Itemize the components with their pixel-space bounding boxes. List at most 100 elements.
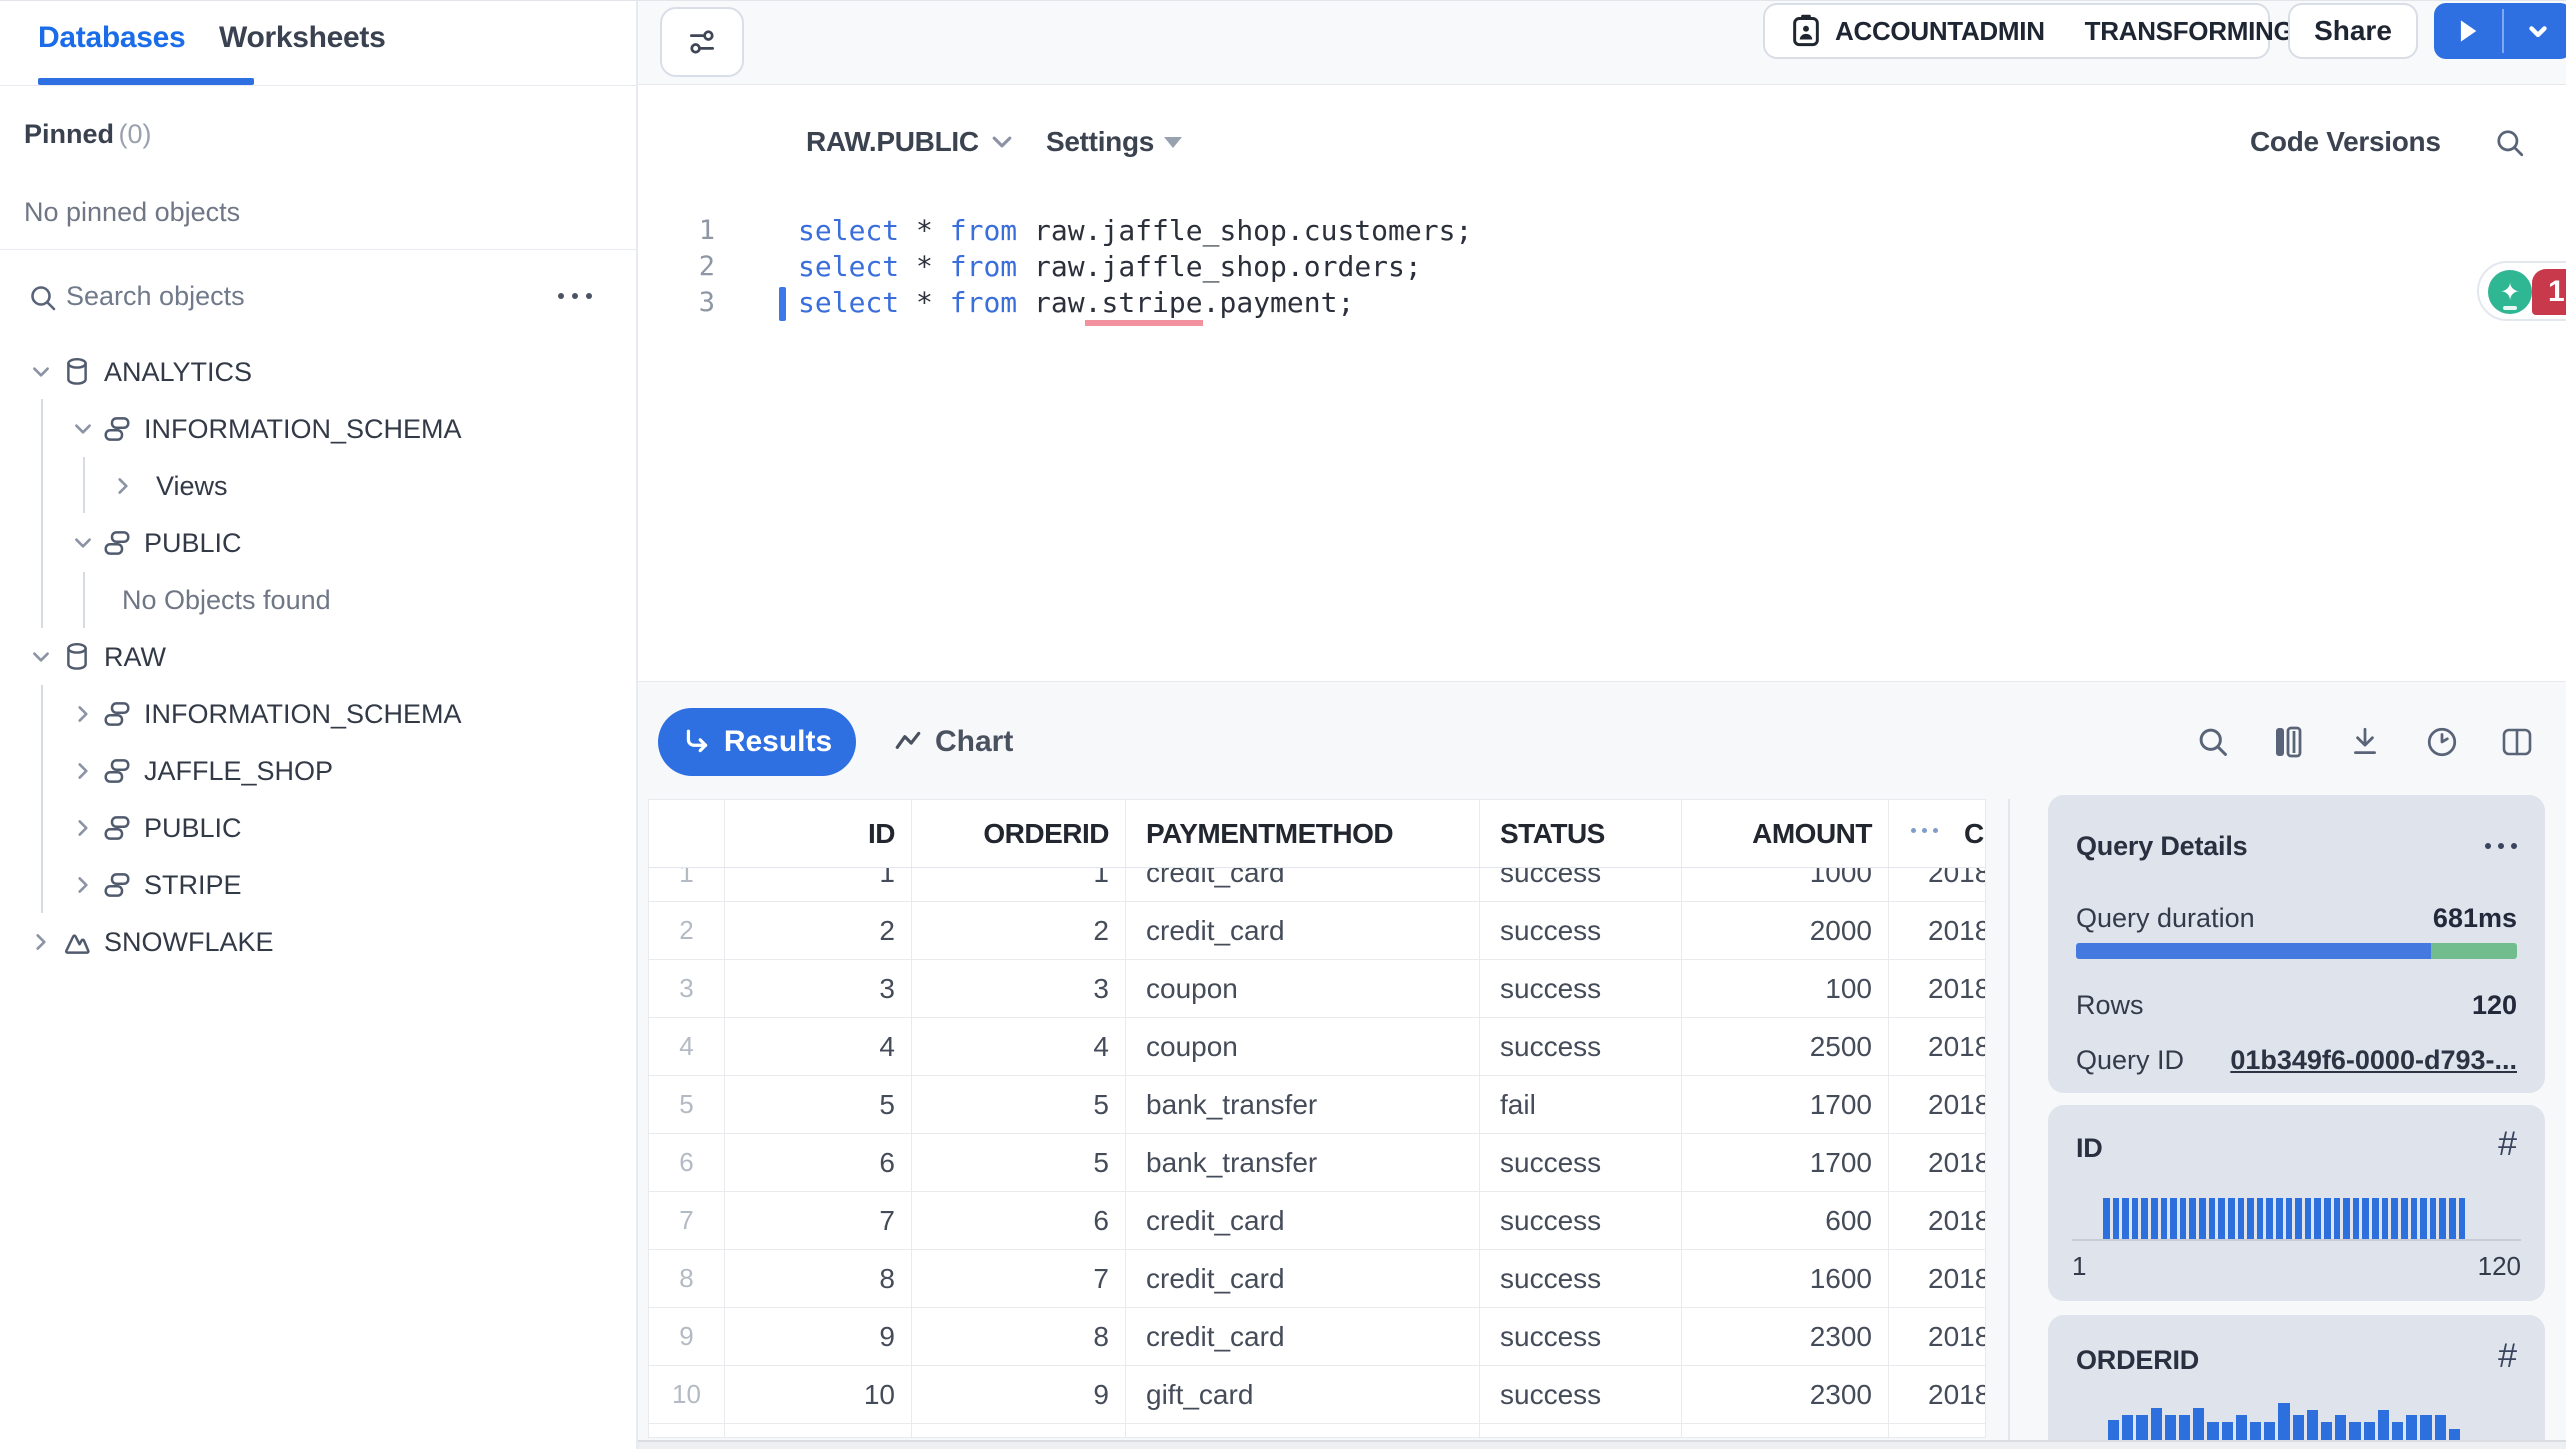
chevron-right-icon[interactable]: [72, 817, 94, 839]
cell-paymentmethod: coupon: [1126, 1018, 1480, 1075]
column-header-paymentmethod[interactable]: PAYMENTMETHOD: [1126, 800, 1480, 867]
rows-label: Rows: [2076, 990, 2144, 1020]
cell-created: 2018: [1928, 914, 1985, 946]
table-header-row: ID ORDERID PAYMENTMETHOD STATUS AMOUNT C…: [649, 800, 1985, 868]
tree-guide: [41, 399, 43, 628]
horizontal-scrollbar[interactable]: [638, 1440, 2566, 1449]
table-row[interactable]: 4 4 4 coupon success 2500 2018: [649, 1018, 1985, 1076]
search-input[interactable]: Search objects: [66, 281, 245, 311]
tab-results[interactable]: Results: [658, 708, 856, 776]
search-objects-row[interactable]: Search objects: [0, 267, 636, 327]
column-header-status[interactable]: STATUS: [1480, 800, 1682, 867]
table-row[interactable]: 3 3 3 coupon success 100 2018: [649, 960, 1985, 1018]
tree-item-stripe[interactable]: STRIPE: [0, 857, 636, 913]
settings-menu[interactable]: Settings: [1046, 123, 1183, 161]
tree-label: No Objects found: [122, 584, 331, 615]
tree-item-analytics[interactable]: ANALYTICS: [0, 344, 636, 400]
cell-amount: 2300: [1682, 1308, 1889, 1365]
id-stats-card: ID # 1 120: [2048, 1105, 2545, 1301]
sql-line-1[interactable]: select * from raw.jaffle_shop.customers;: [798, 214, 1473, 247]
table-row[interactable]: 9 9 8 credit_card success 2300 2018: [649, 1308, 1985, 1366]
column-header-id[interactable]: ID: [725, 800, 912, 867]
chevron-right-icon[interactable]: [30, 931, 52, 953]
tree-item-raw-information-schema[interactable]: INFORMATION_SCHEMA: [0, 686, 636, 742]
cell-orderid: 3: [912, 960, 1126, 1017]
column-overflow-icon[interactable]: [1911, 828, 1938, 833]
cell-amount: 1000: [1682, 868, 1889, 901]
tree-item-raw[interactable]: RAW: [0, 629, 636, 685]
column-header-orderid[interactable]: ORDERID: [912, 800, 1126, 867]
numeric-column-icon[interactable]: #: [2498, 1337, 2517, 1375]
chevron-down-icon[interactable]: [30, 646, 52, 668]
chart-label: Chart: [935, 725, 1014, 758]
search-results-icon[interactable]: [2191, 720, 2235, 764]
database-icon: [62, 356, 92, 388]
cell-status: success: [1480, 960, 1682, 1017]
chevron-down-icon[interactable]: [72, 418, 94, 440]
table-row[interactable]: 1 1 1 credit_card success 1000 2018: [649, 868, 1985, 902]
panel-divider: [2008, 799, 2010, 1449]
table-row[interactable]: 7 7 6 credit_card success 600 2018: [649, 1192, 1985, 1250]
download-icon[interactable]: [2343, 720, 2387, 764]
table-row[interactable]: 6 6 5 bank_transfer success 1700 2018: [649, 1134, 1985, 1192]
run-button[interactable]: [2434, 3, 2566, 59]
cell-created: 2018: [1928, 1204, 1985, 1236]
tab-databases[interactable]: Databases: [38, 21, 186, 54]
numeric-column-icon[interactable]: #: [2498, 1125, 2517, 1163]
role-warehouse-selector[interactable]: ACCOUNTADMIN TRANSFORMING: [1763, 3, 2294, 59]
chevron-down-icon[interactable]: [30, 361, 52, 383]
results-label: Results: [723, 725, 833, 758]
table-row[interactable]: 8 8 7 credit_card success 1600 2018: [649, 1250, 1985, 1308]
pinned-section-header: Pinned (0): [24, 119, 151, 150]
sidebar-more-menu-icon[interactable]: [558, 293, 592, 299]
column-header-created[interactable]: CREATED: [1889, 800, 1985, 867]
cell-paymentmethod: credit_card: [1126, 902, 1480, 959]
copilot-diagnostics-widget[interactable]: ✦ 1: [2477, 261, 2566, 321]
worksheet-config-button[interactable]: [660, 7, 744, 77]
chevron-right-icon[interactable]: [72, 760, 94, 782]
cell-created: 2018: [1928, 972, 1985, 1004]
table-row-partial: [649, 1424, 1985, 1437]
query-details-menu-icon[interactable]: [2485, 843, 2517, 849]
share-button[interactable]: Share: [2288, 3, 2418, 59]
sql-line-3[interactable]: select * from raw.stripe.payment;: [798, 285, 1354, 326]
query-details-card: Query Details Query duration 681ms Rows …: [2048, 795, 2545, 1093]
table-row[interactable]: 5 5 5 bank_transfer fail 1700 2018: [649, 1076, 1985, 1134]
cell-status: success: [1480, 1250, 1682, 1307]
code-versions-button[interactable]: Code Versions: [2250, 123, 2441, 161]
error-count-badge[interactable]: 1: [2532, 269, 2566, 315]
copilot-bulb-icon[interactable]: ✦: [2488, 270, 2532, 314]
tree-item-views[interactable]: Views: [0, 458, 636, 514]
object-explorer-sidebar: Databases Worksheets Pinned (0) No pinne…: [0, 1, 638, 1449]
cell-created: 2018: [1928, 1262, 1985, 1294]
chevron-right-icon[interactable]: [72, 874, 94, 896]
run-play-button[interactable]: [2434, 3, 2502, 59]
columns-icon[interactable]: [2266, 720, 2310, 764]
history-clock-icon[interactable]: [2420, 720, 2464, 764]
table-row[interactable]: 10 10 9 gift_card success 2300 2018: [649, 1366, 1985, 1424]
split-panel-icon[interactable]: [2495, 720, 2539, 764]
triangle-down-icon: [1164, 136, 1183, 148]
tree-item-jaffle-shop[interactable]: JAFFLE_SHOP: [0, 743, 636, 799]
cell-id: 8: [725, 1250, 912, 1307]
chevron-down-icon[interactable]: [72, 532, 94, 554]
tree-item-raw-public[interactable]: PUBLIC: [0, 800, 636, 856]
column-header-amount[interactable]: AMOUNT: [1682, 800, 1889, 867]
settings-label: Settings: [1046, 126, 1155, 157]
table-row[interactable]: 2 2 2 credit_card success 2000 2018: [649, 902, 1985, 960]
chevron-right-icon[interactable]: [112, 475, 134, 497]
cell-amount: 1600: [1682, 1250, 1889, 1307]
run-options-button[interactable]: [2504, 3, 2566, 59]
tab-worksheets[interactable]: Worksheets: [219, 21, 386, 54]
context-selector[interactable]: RAW.PUBLIC: [806, 123, 1015, 161]
tree-item-snowflake[interactable]: SNOWFLAKE: [0, 914, 636, 970]
editor-search-icon[interactable]: [2494, 127, 2526, 159]
tree-item-analytics-public[interactable]: PUBLIC: [0, 515, 636, 571]
divider: [0, 249, 636, 250]
chevron-right-icon[interactable]: [72, 703, 94, 725]
tab-chart[interactable]: Chart: [893, 708, 1013, 776]
query-id-link[interactable]: 01b349f6-0000-d793-...: [2230, 1045, 2517, 1075]
tree-item-analytics-information-schema[interactable]: INFORMATION_SCHEMA: [0, 401, 636, 457]
sql-line-2[interactable]: select * from raw.jaffle_shop.orders;: [798, 250, 1422, 283]
cell-status: fail: [1480, 1076, 1682, 1133]
